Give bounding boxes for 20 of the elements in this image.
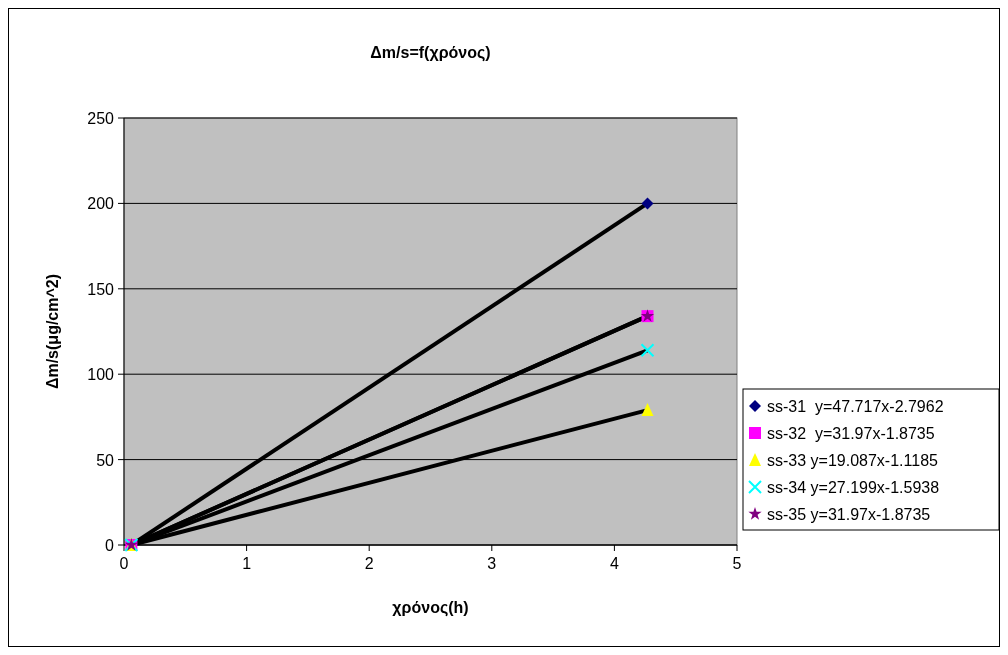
x-tick-label: 5 (732, 555, 742, 572)
y-tick-label: 50 (96, 451, 115, 469)
x-tick-label: 1 (242, 555, 252, 572)
x-tick-label: 3 (487, 555, 497, 572)
y-tick-label: 200 (87, 195, 115, 213)
legend-label: ss-31 y=47.717x-2.7962 (767, 398, 944, 415)
x-tick-label: 0 (119, 555, 129, 572)
legend-label: ss-34 y=27.199x-1.5938 (767, 479, 940, 496)
legend-label: ss-35 y=31.97x-1.8735 (767, 506, 931, 523)
x-axis-title: χρόνος(h) (392, 599, 469, 617)
legend-label: ss-32 y=31.97x-1.8735 (767, 425, 935, 442)
legend-label: ss-33 y=19.087x-1.1185 (767, 452, 939, 469)
y-tick-label: 0 (105, 537, 115, 554)
y-axis-title: Δm/s(μg/cm^2) (44, 273, 61, 390)
chart-title: Δm/s=f(χρόνος) (370, 44, 491, 62)
y-tick-label: 100 (87, 366, 115, 384)
x-tick-label: 4 (609, 555, 619, 572)
y-tick-label: 250 (87, 110, 115, 127)
y-tick-label: 150 (87, 280, 115, 298)
x-tick-label: 2 (364, 555, 374, 572)
